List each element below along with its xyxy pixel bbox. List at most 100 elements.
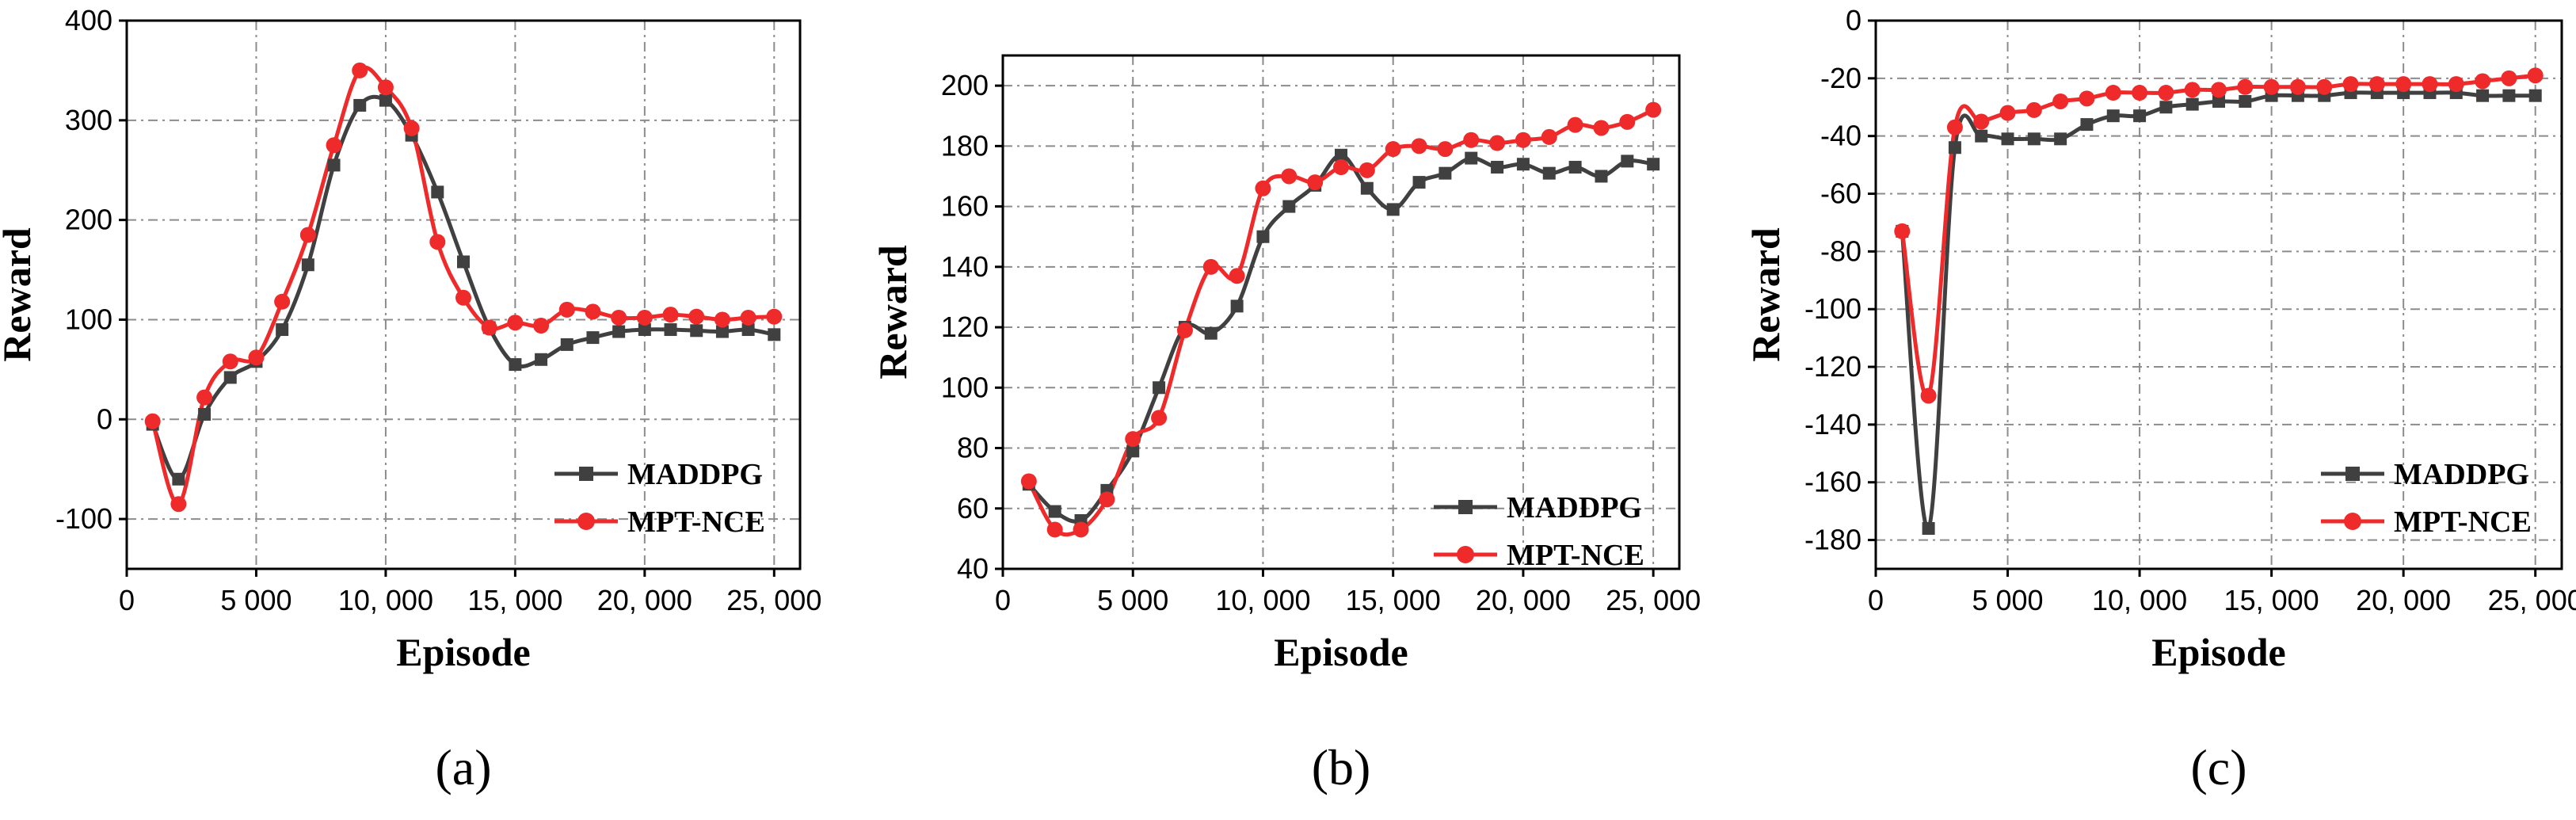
data-point-maddpg bbox=[1568, 161, 1582, 174]
data-point-maddpg bbox=[2212, 94, 2225, 108]
data-point-maddpg bbox=[690, 324, 703, 338]
data-point-maddpg bbox=[560, 338, 574, 351]
square-marker-icon bbox=[2345, 467, 2360, 481]
data-point-maddpg bbox=[2001, 132, 2014, 146]
legend-label-maddpg: MADDPG bbox=[2394, 458, 2529, 491]
legend: MADDPG MPT-NCE bbox=[554, 458, 765, 539]
x-tick-label: 15, 000 bbox=[1346, 584, 1441, 616]
data-point-maddpg bbox=[612, 325, 626, 338]
circle-marker-icon bbox=[577, 513, 595, 530]
data-point-maddpg bbox=[2502, 89, 2516, 102]
data-point-maddpg bbox=[1491, 161, 1504, 174]
data-point-maddpg bbox=[1621, 154, 1634, 168]
y-axis-title: Reward bbox=[0, 227, 39, 362]
data-point-maddpg bbox=[1256, 230, 1270, 243]
y-tick-label: -20 bbox=[1820, 62, 1862, 94]
circle-marker-icon bbox=[1457, 546, 1474, 563]
data-point-mpt-nce bbox=[1358, 162, 1375, 178]
y-tick-label: -140 bbox=[1804, 408, 1862, 441]
data-point-mpt-nce bbox=[222, 353, 238, 370]
square-marker-icon bbox=[1458, 500, 1473, 514]
data-point-maddpg bbox=[1282, 200, 1296, 213]
data-point-mpt-nce bbox=[662, 307, 679, 323]
data-point-mpt-nce bbox=[558, 301, 575, 318]
x-tick-label: 5 000 bbox=[220, 584, 292, 616]
x-tick-label: 0 bbox=[1868, 584, 1884, 616]
x-tick-label: 5 000 bbox=[1972, 584, 2043, 616]
data-point-mpt-nce bbox=[403, 120, 420, 136]
data-point-mpt-nce bbox=[1333, 159, 1349, 176]
x-tick-label: 10, 000 bbox=[2092, 584, 2187, 616]
square-marker-icon bbox=[579, 467, 593, 481]
y-axis-title: Reward bbox=[1743, 227, 1788, 362]
x-tick-label: 5 000 bbox=[1097, 584, 1168, 616]
data-point-maddpg bbox=[431, 185, 444, 199]
data-point-maddpg bbox=[1126, 444, 1140, 458]
data-point-mpt-nce bbox=[1099, 491, 1115, 508]
data-point-mpt-nce bbox=[2184, 82, 2201, 98]
y-tick-label: 60 bbox=[957, 492, 989, 524]
y-tick-label: -160 bbox=[1804, 466, 1862, 498]
data-point-mpt-nce bbox=[1151, 410, 1168, 426]
data-point-mpt-nce bbox=[2422, 76, 2438, 93]
data-point-mpt-nce bbox=[1046, 521, 1063, 538]
data-point-maddpg bbox=[741, 323, 755, 337]
data-point-maddpg bbox=[1153, 381, 1166, 395]
data-point-mpt-nce bbox=[2395, 76, 2412, 93]
data-point-mpt-nce bbox=[1619, 113, 1636, 130]
y-tick-label: 100 bbox=[941, 371, 989, 403]
data-point-mpt-nce bbox=[1567, 116, 1583, 133]
data-point-maddpg bbox=[1335, 148, 1347, 162]
data-point-maddpg bbox=[509, 358, 522, 372]
data-point-mpt-nce bbox=[1255, 180, 1271, 196]
y-tick-label: 140 bbox=[941, 250, 989, 283]
y-tick-label: 80 bbox=[957, 432, 989, 464]
data-point-mpt-nce bbox=[2052, 93, 2069, 109]
data-point-maddpg bbox=[2106, 109, 2120, 123]
data-point-mpt-nce bbox=[352, 62, 368, 78]
data-point-maddpg bbox=[327, 158, 341, 172]
data-point-maddpg bbox=[457, 255, 470, 269]
data-point-mpt-nce bbox=[1281, 168, 1298, 185]
data-point-mpt-nce bbox=[2211, 82, 2227, 98]
data-point-maddpg bbox=[715, 325, 729, 338]
data-point-mpt-nce bbox=[766, 308, 783, 325]
y-tick-label: 200 bbox=[65, 204, 112, 236]
data-point-maddpg bbox=[2133, 109, 2147, 123]
data-point-maddpg bbox=[1595, 170, 1608, 183]
data-point-mpt-nce bbox=[1125, 431, 1141, 448]
data-point-mpt-nce bbox=[274, 293, 291, 310]
data-point-mpt-nce bbox=[2475, 73, 2491, 90]
data-point-mpt-nce bbox=[1999, 105, 2016, 121]
data-point-mpt-nce bbox=[507, 315, 524, 331]
data-point-maddpg bbox=[2239, 94, 2252, 108]
y-tick-label: -40 bbox=[1820, 120, 1862, 152]
x-axis-title: Episode bbox=[2151, 630, 2286, 674]
data-point-mpt-nce bbox=[2025, 101, 2042, 118]
data-point-maddpg bbox=[1516, 158, 1530, 171]
data-point-mpt-nce bbox=[144, 413, 161, 429]
data-point-maddpg bbox=[768, 328, 781, 341]
x-tick-label: 25, 000 bbox=[2488, 584, 2576, 616]
data-point-maddpg bbox=[379, 93, 392, 107]
data-point-mpt-nce bbox=[1176, 322, 1193, 338]
x-tick-label: 20, 000 bbox=[2356, 584, 2451, 616]
x-axis-title: Episode bbox=[396, 630, 531, 674]
data-point-maddpg bbox=[1048, 505, 1061, 518]
data-point-mpt-nce bbox=[326, 137, 342, 154]
plot-frame bbox=[1001, 54, 1681, 570]
data-point-mpt-nce bbox=[170, 496, 187, 513]
data-point-mpt-nce bbox=[1229, 268, 1245, 284]
data-point-mpt-nce bbox=[2316, 78, 2333, 95]
data-point-maddpg bbox=[301, 258, 314, 272]
chart-panel-c: 0 5 000 10, 000 15, 000 20, 000 25, 000 -180 -1… bbox=[1743, 4, 2576, 795]
data-point-maddpg bbox=[2054, 132, 2067, 146]
data-point-mpt-nce bbox=[1020, 473, 1037, 490]
x-tick-label: 20, 000 bbox=[1476, 584, 1571, 616]
y-tick-label: 120 bbox=[941, 311, 989, 343]
data-point-mpt-nce bbox=[1946, 119, 1963, 135]
data-point-maddpg bbox=[638, 323, 651, 337]
y-tick-label: 0 bbox=[97, 402, 112, 435]
data-point-maddpg bbox=[1465, 151, 1478, 165]
